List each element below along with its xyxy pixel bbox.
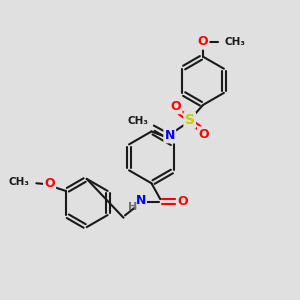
Text: S: S bbox=[185, 113, 195, 127]
Text: N: N bbox=[135, 194, 146, 207]
Text: O: O bbox=[171, 100, 181, 113]
Text: O: O bbox=[177, 195, 188, 208]
Text: O: O bbox=[198, 128, 209, 141]
Text: N: N bbox=[164, 129, 175, 142]
Text: H: H bbox=[128, 202, 137, 212]
Text: O: O bbox=[44, 177, 55, 190]
Text: CH₃: CH₃ bbox=[8, 177, 29, 187]
Text: O: O bbox=[198, 35, 208, 48]
Text: CH₃: CH₃ bbox=[224, 37, 245, 47]
Text: CH₃: CH₃ bbox=[128, 116, 148, 126]
